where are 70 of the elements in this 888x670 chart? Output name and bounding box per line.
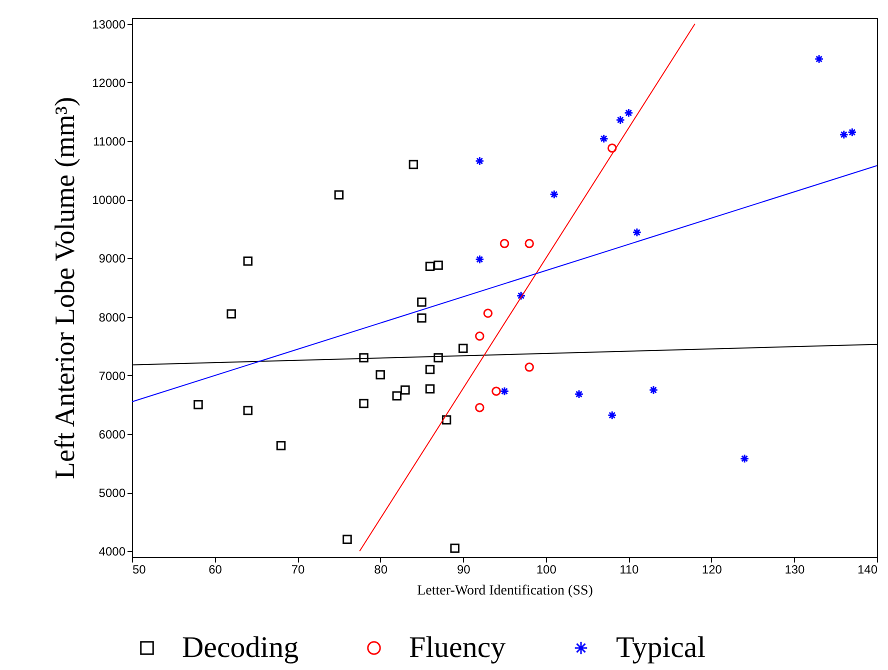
y-tick-label: 13000 (92, 17, 126, 32)
point (417, 298, 426, 307)
point (408, 160, 418, 170)
y-tick-label: 10000 (92, 193, 126, 208)
legend-label: Fluency (409, 631, 506, 664)
point (814, 54, 824, 64)
point (342, 534, 352, 544)
point (417, 313, 426, 323)
x-axis-title: Letter-Word Identification (SS) (417, 584, 594, 598)
point (425, 384, 435, 394)
point (243, 256, 253, 266)
point (616, 115, 626, 125)
y-axis-title: Left Anterior Lobe Volume (mm³) (50, 96, 82, 480)
y-tick-label: 7000 (98, 368, 126, 383)
point (475, 332, 484, 341)
x-tick-label: 140 (857, 562, 878, 576)
x-tick-label: 90 (456, 562, 471, 576)
y-tick-label: 9000 (98, 252, 126, 266)
point (359, 398, 368, 408)
x-tick-label: 120 (702, 562, 722, 576)
point (475, 254, 484, 264)
point (632, 228, 642, 238)
x-tick-label: 50 (132, 562, 146, 576)
y-tick-label: 11000 (93, 134, 126, 149)
point (376, 370, 385, 380)
y-tick-label: 5000 (98, 486, 126, 500)
y-tick-label: 8000 (98, 310, 126, 324)
x-tick-label: 70 (291, 562, 306, 576)
x-tick-label: 100 (536, 562, 557, 576)
point (425, 364, 435, 374)
point (434, 260, 443, 270)
point (450, 544, 460, 553)
point (483, 308, 493, 318)
point (607, 410, 617, 420)
legend-label: Typical (616, 631, 706, 664)
x-tick-label: 110 (620, 562, 640, 576)
point (475, 156, 484, 166)
x-tick-label: 60 (208, 562, 222, 576)
point (500, 386, 510, 396)
point (524, 238, 534, 248)
point (607, 143, 617, 153)
point (392, 391, 402, 401)
point (425, 262, 435, 272)
point (458, 344, 468, 354)
point (492, 386, 501, 396)
point (574, 390, 584, 399)
point (648, 385, 658, 395)
point (226, 309, 236, 318)
point (550, 190, 559, 199)
point (500, 238, 510, 248)
point (624, 108, 634, 118)
point (359, 353, 368, 362)
y-tick-label: 12000 (92, 76, 126, 90)
point (334, 190, 344, 200)
point (599, 134, 608, 144)
point (243, 406, 253, 416)
point (276, 441, 286, 450)
point (434, 353, 443, 362)
x-tick-label: 80 (374, 562, 388, 576)
legend-label: Decoding (182, 631, 299, 664)
point (194, 400, 203, 410)
point (524, 362, 534, 372)
point (740, 454, 750, 464)
point (516, 291, 526, 300)
y-tick-label: 6000 (98, 427, 126, 442)
y-tick-label: 4000 (98, 544, 126, 559)
point (475, 402, 484, 412)
point (442, 415, 452, 425)
x-tick-label: 130 (784, 562, 806, 576)
point (400, 385, 410, 395)
